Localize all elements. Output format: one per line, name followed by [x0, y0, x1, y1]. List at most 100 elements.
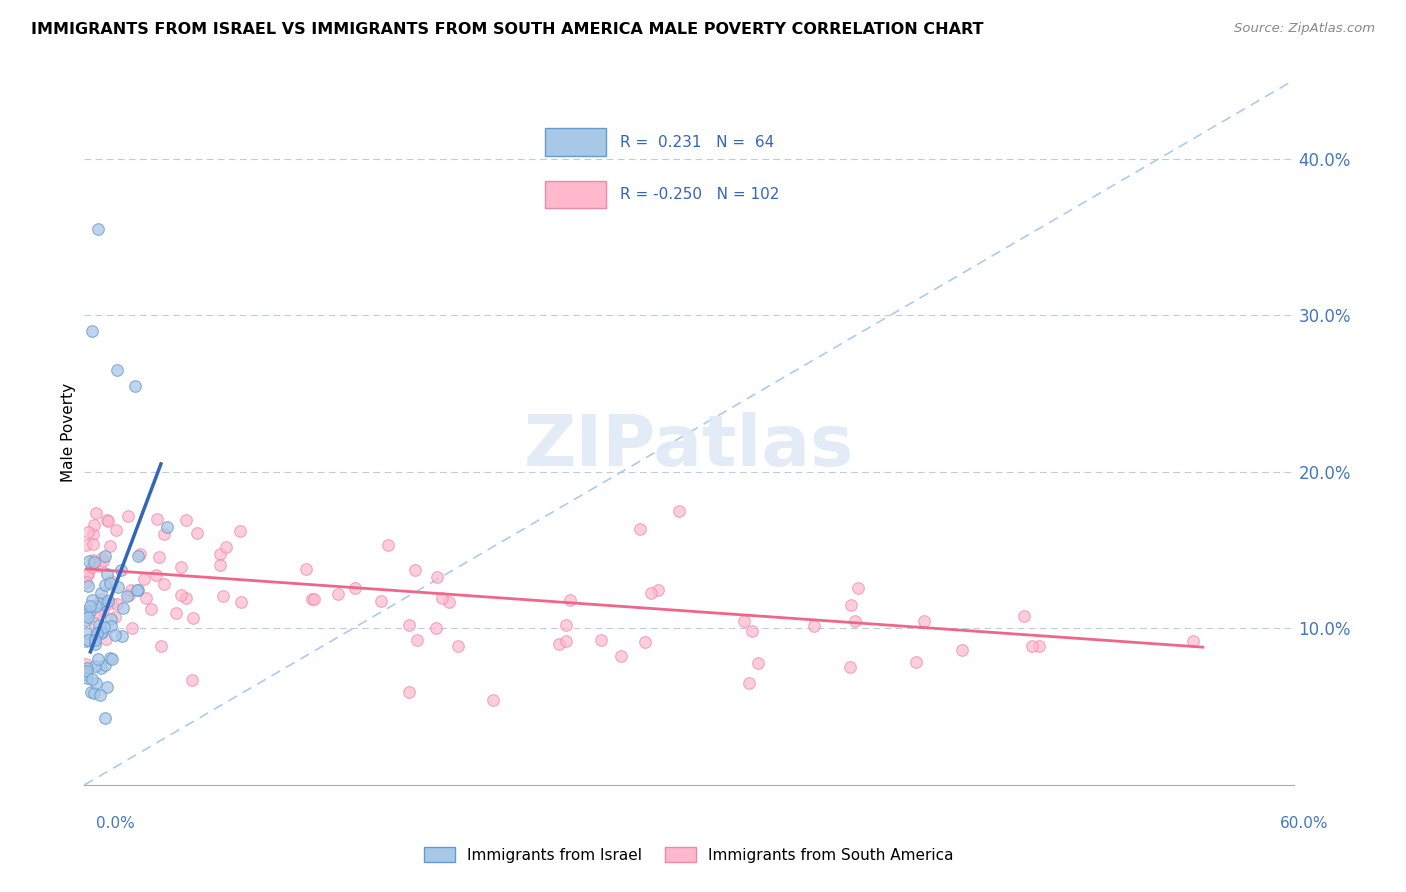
- Point: [647, 582, 669, 597]
- Point: [1028, 639, 1050, 653]
- Point: [87, 626, 110, 640]
- Point: [82, 593, 104, 607]
- Point: [97, 514, 120, 528]
- Point: [76, 610, 98, 624]
- Point: [84, 599, 107, 613]
- Point: [115, 590, 138, 604]
- Point: [404, 563, 426, 577]
- Point: [950, 642, 973, 657]
- Text: ZIPatlas: ZIPatlas: [524, 412, 853, 481]
- Point: [100, 619, 122, 633]
- Point: [211, 589, 233, 603]
- Point: [75, 625, 97, 640]
- Point: [83, 638, 105, 652]
- Point: [110, 563, 132, 577]
- Point: [93, 554, 115, 568]
- Point: [181, 673, 204, 687]
- Point: [176, 513, 198, 527]
- Point: [98, 576, 121, 591]
- Point: [124, 378, 146, 392]
- Y-axis label: Male Poverty: Male Poverty: [60, 383, 76, 483]
- Point: [120, 582, 142, 597]
- Point: [75, 538, 97, 552]
- Point: [75, 607, 97, 621]
- Point: [93, 620, 115, 634]
- Point: [86, 676, 108, 690]
- Point: [107, 580, 129, 594]
- Point: [170, 588, 193, 602]
- Point: [129, 548, 152, 562]
- Point: [79, 599, 101, 614]
- Point: [153, 576, 176, 591]
- Point: [741, 624, 763, 639]
- Point: [377, 538, 399, 552]
- Point: [89, 689, 111, 703]
- Point: [231, 595, 253, 609]
- Point: [77, 554, 100, 568]
- Point: [904, 655, 927, 669]
- Point: [482, 692, 505, 706]
- Point: [83, 518, 105, 533]
- Point: [181, 610, 204, 624]
- Point: [96, 566, 118, 581]
- Point: [75, 604, 97, 618]
- Point: [406, 633, 429, 648]
- Point: [447, 639, 470, 653]
- Point: [117, 508, 139, 523]
- Point: [153, 527, 176, 541]
- Point: [96, 680, 118, 694]
- Point: [98, 650, 121, 665]
- Point: [1021, 639, 1043, 653]
- Point: [668, 504, 690, 518]
- Point: [747, 657, 769, 671]
- Point: [432, 591, 454, 606]
- Point: [80, 673, 103, 687]
- Point: [87, 222, 110, 236]
- Point: [76, 661, 98, 675]
- Point: [82, 324, 104, 338]
- Point: [426, 570, 449, 584]
- Point: [912, 614, 935, 628]
- Point: [841, 598, 863, 612]
- Point: [97, 594, 120, 608]
- Point: [558, 592, 581, 607]
- Point: [86, 626, 108, 640]
- Point: [302, 591, 325, 606]
- Point: [83, 686, 105, 700]
- Point: [105, 363, 128, 377]
- Point: [76, 579, 98, 593]
- Point: [96, 513, 118, 527]
- Point: [176, 591, 198, 606]
- Point: [94, 578, 117, 592]
- Text: Source: ZipAtlas.com: Source: ZipAtlas.com: [1234, 22, 1375, 36]
- Point: [215, 541, 238, 555]
- Point: [125, 582, 148, 597]
- Point: [208, 548, 231, 562]
- Point: [90, 551, 112, 566]
- Point: [75, 613, 97, 627]
- Point: [91, 603, 114, 617]
- Point: [844, 614, 866, 628]
- Point: [98, 539, 121, 553]
- Point: [83, 615, 105, 630]
- Point: [76, 671, 98, 685]
- Point: [132, 572, 155, 586]
- Point: [94, 658, 117, 673]
- Point: [100, 596, 122, 610]
- Point: [555, 618, 578, 632]
- Point: [846, 581, 869, 595]
- Point: [82, 552, 104, 566]
- Point: [83, 555, 105, 569]
- Point: [640, 586, 662, 600]
- Point: [328, 587, 350, 601]
- Point: [343, 581, 366, 595]
- Text: 0.0%: 0.0%: [96, 816, 135, 830]
- Legend: Immigrants from Israel, Immigrants from South America: Immigrants from Israel, Immigrants from …: [419, 841, 959, 869]
- Point: [591, 633, 613, 648]
- Point: [75, 657, 97, 671]
- Point: [76, 567, 98, 582]
- Point: [127, 549, 149, 563]
- Point: [82, 526, 104, 541]
- Point: [398, 684, 420, 698]
- Point: [111, 629, 134, 643]
